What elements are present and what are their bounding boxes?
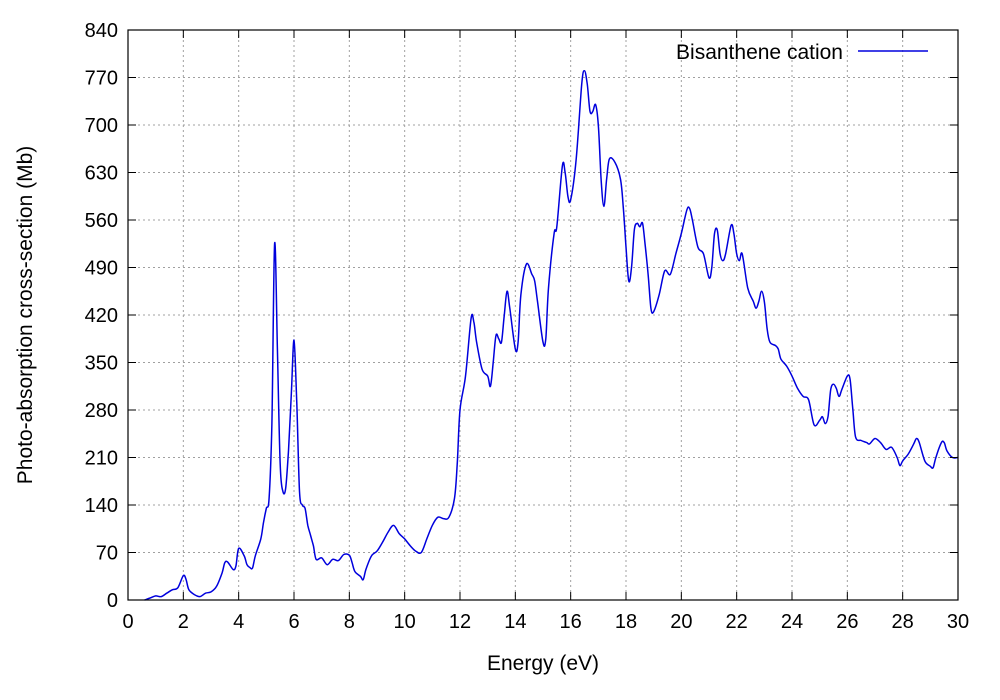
x-tick-label: 24 [781, 611, 803, 633]
x-tick-label: 12 [449, 611, 471, 633]
y-tick-label: 140 [85, 495, 118, 517]
legend-label: Bisanthene cation [676, 41, 843, 64]
y-axis-label: Photo-absorption cross-section (Mb) [14, 146, 37, 484]
y-tick-label: 770 [85, 68, 118, 90]
grid [128, 30, 958, 600]
x-tick-label: 16 [560, 611, 582, 633]
y-tick-label: 560 [85, 210, 118, 232]
x-tick-label: 2 [178, 611, 189, 633]
y-tick-label: 490 [85, 258, 118, 280]
x-axis-label: Energy (eV) [487, 652, 599, 675]
x-tick-label: 14 [504, 611, 526, 633]
x-tick-label: 8 [344, 611, 355, 633]
x-tick-label: 10 [394, 611, 416, 633]
y-tick-label: 210 [85, 448, 118, 470]
y-tick-label: 280 [85, 400, 118, 422]
y-tick-label: 350 [85, 353, 118, 375]
y-tick-label: 700 [85, 115, 118, 137]
ticks: 0 2 4 6 8 10 12 14 16 18 20 22 24 26 28 300701402102803… [85, 20, 970, 633]
y-tick-label: 420 [85, 305, 118, 327]
y-tick-label: 840 [85, 20, 118, 42]
y-tick-label: 70 [96, 543, 118, 565]
y-tick-label: 630 [85, 163, 118, 185]
legend: Bisanthene cation [676, 41, 928, 64]
x-tick-label: 6 [288, 611, 299, 633]
x-tick-label: 30 [947, 611, 969, 633]
x-tick-label: 0 [122, 611, 133, 633]
x-tick-label: 28 [892, 611, 914, 633]
x-tick-label: 22 [726, 611, 748, 633]
y-tick-label: 0 [107, 590, 118, 612]
x-tick-label: 26 [836, 611, 858, 633]
x-tick-label: 20 [670, 611, 692, 633]
series-line [144, 69, 959, 601]
series-layer [144, 69, 959, 601]
x-tick-label: 4 [233, 611, 244, 633]
x-tick-label: 18 [615, 611, 637, 633]
